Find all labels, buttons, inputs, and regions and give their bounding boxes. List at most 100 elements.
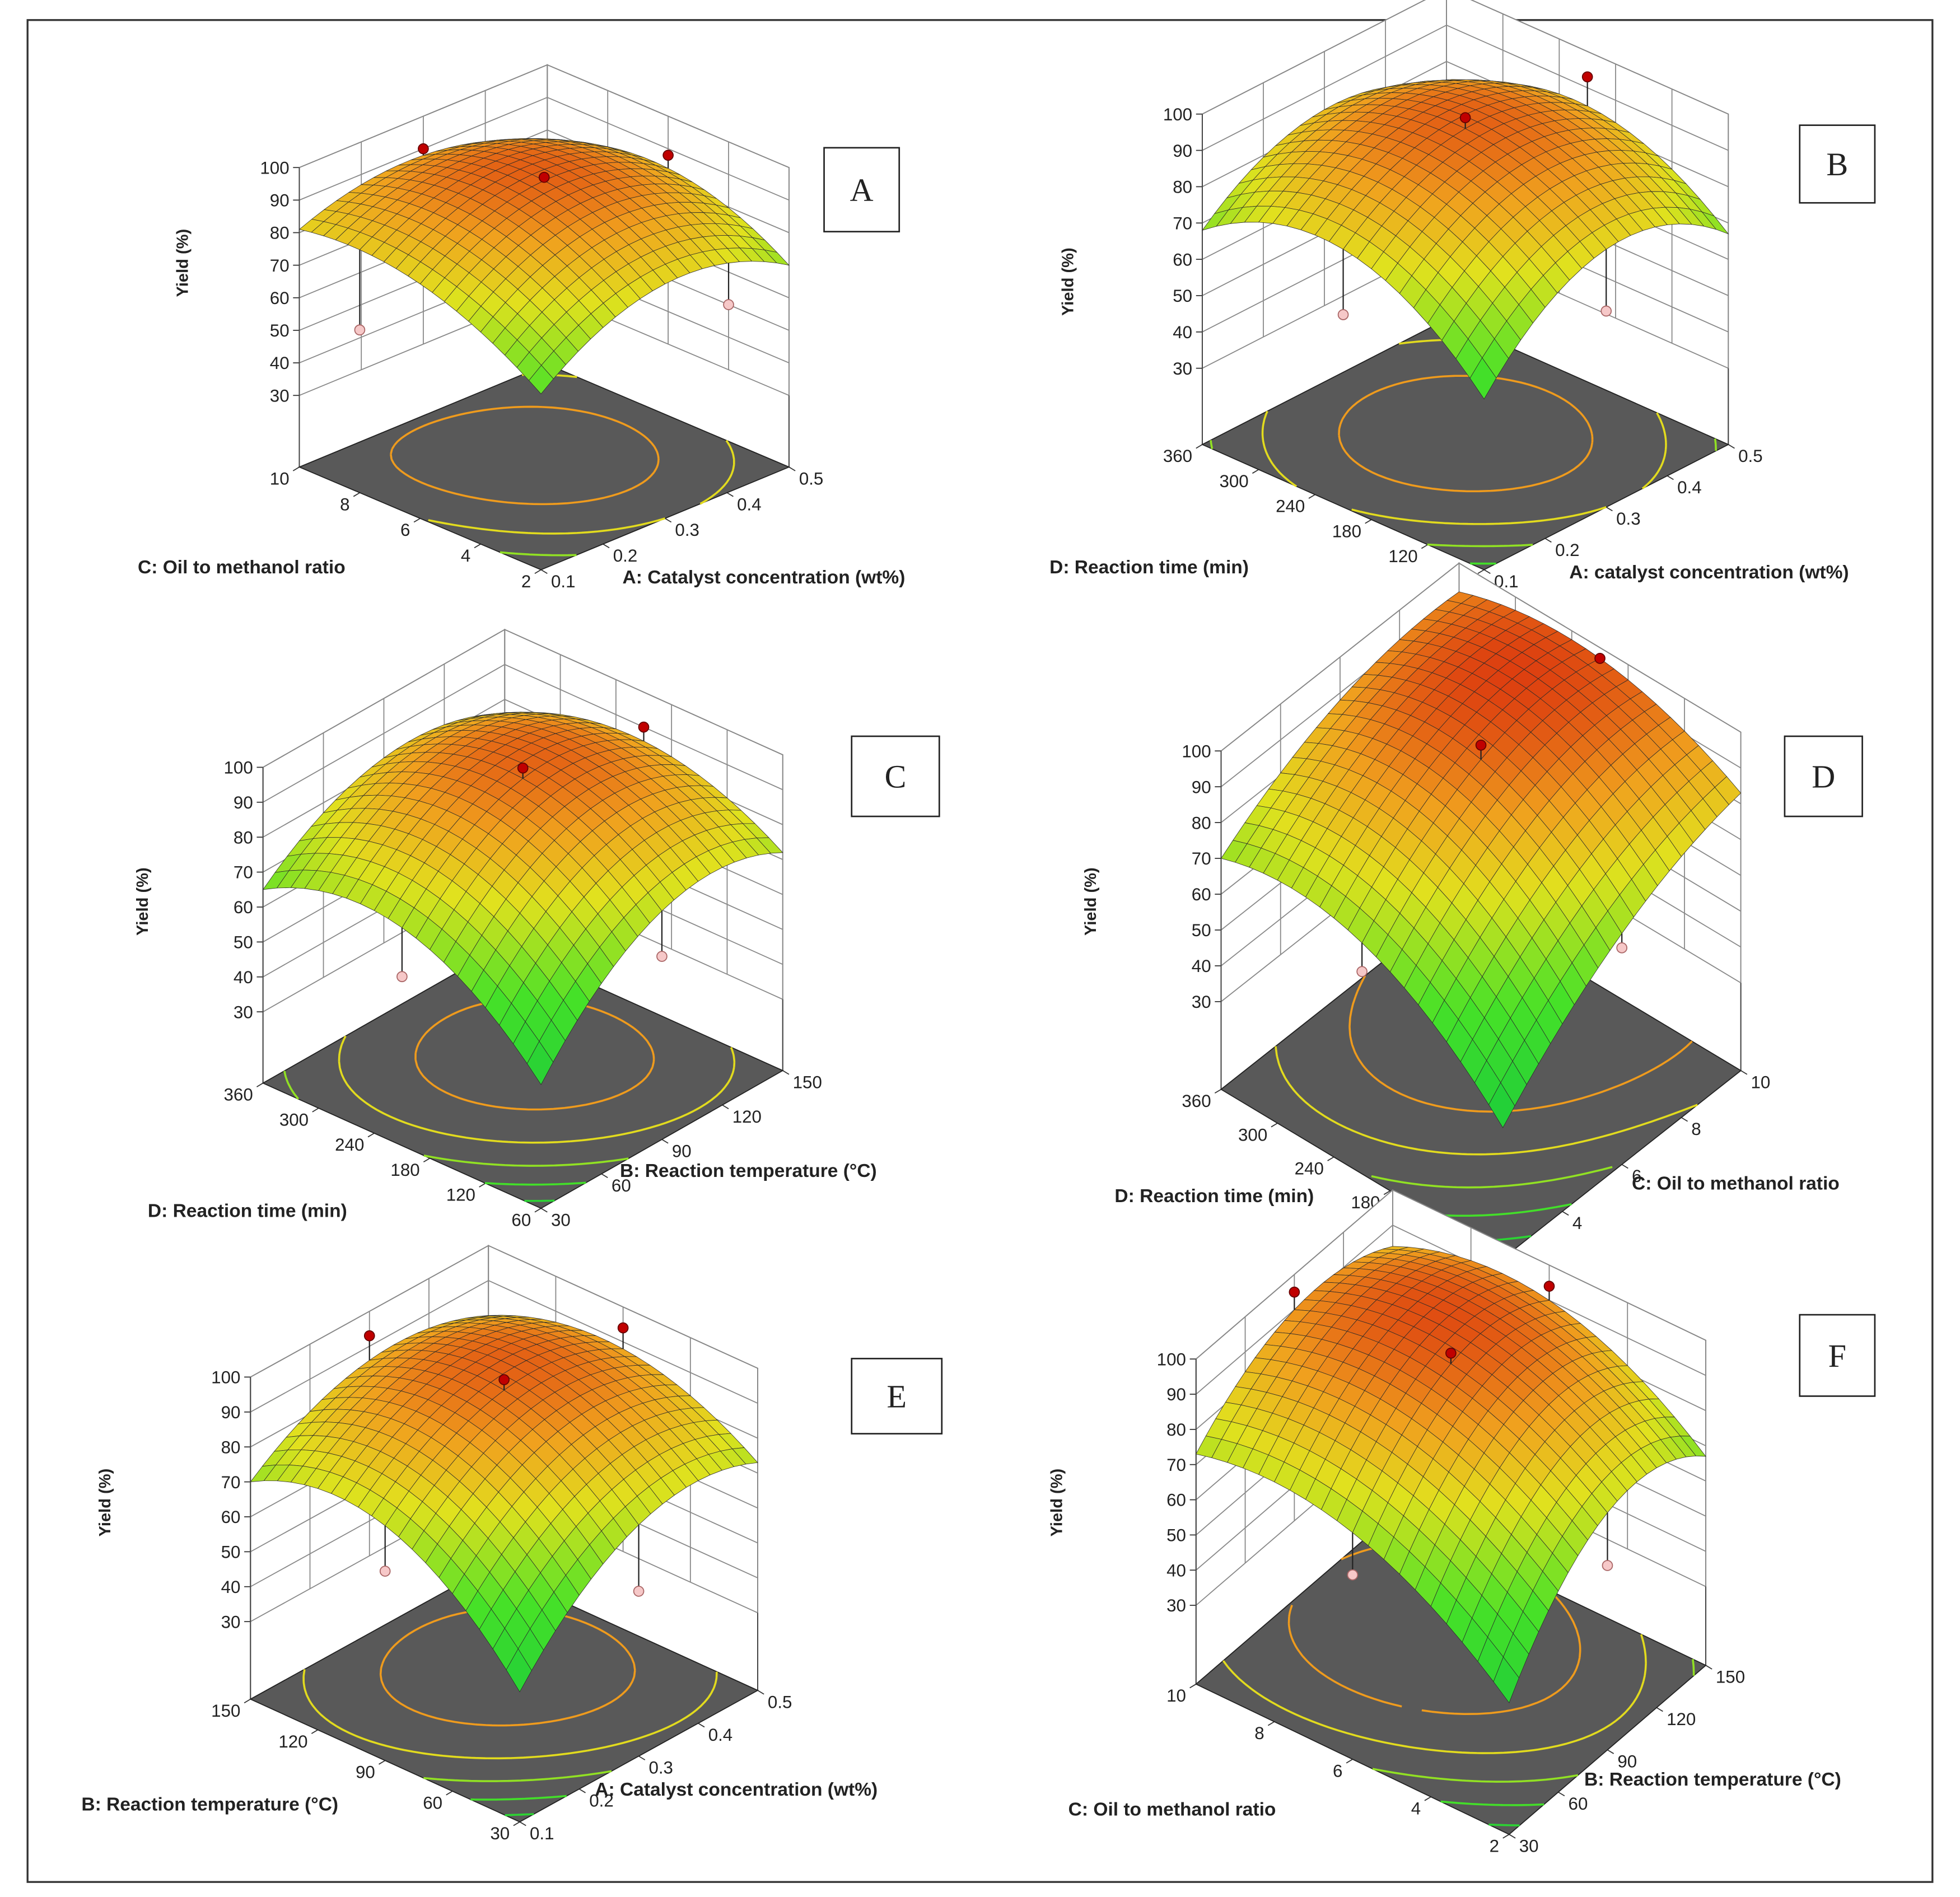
z-axis-label: Yield (%) [96, 1469, 114, 1537]
x-tick-label: 6 [1632, 1166, 1641, 1186]
y-tick-label: 4 [461, 546, 470, 566]
y-tick [1365, 519, 1372, 524]
x-tick [1740, 1070, 1748, 1075]
z-tick-label: 60 [270, 288, 290, 308]
z-tick-label: 60 [1173, 250, 1192, 269]
y-tick-label: 4 [1411, 1798, 1421, 1818]
z-tick-label: 90 [221, 1403, 241, 1422]
surface-cell [1469, 357, 1497, 400]
y-tick-label: 6 [400, 520, 410, 540]
z-axis-label: Yield (%) [134, 867, 152, 936]
z-tick-label: 30 [1166, 1596, 1186, 1615]
x-tick-label: 90 [672, 1141, 692, 1161]
y-tick [1502, 1834, 1510, 1839]
y-tick-label: 180 [390, 1160, 419, 1180]
x-tick [1483, 569, 1491, 574]
z-axis-label: Yield (%) [174, 229, 192, 297]
z-tick-label: 90 [1166, 1385, 1186, 1404]
contour [500, 551, 577, 557]
z-tick-label: 80 [1192, 813, 1211, 833]
z-tick-label: 40 [1192, 956, 1211, 976]
z-tick-label: 50 [234, 933, 253, 952]
x-tick [1681, 1117, 1688, 1122]
y-tick [1308, 494, 1315, 499]
x-tick [578, 1788, 586, 1793]
response-surface [250, 1315, 758, 1693]
y-tick-label: 360 [1163, 446, 1192, 466]
z-tick-label: 60 [1166, 1490, 1186, 1510]
response-surface [1201, 79, 1729, 400]
contour [379, 1607, 636, 1727]
y-tick [367, 1133, 375, 1138]
contour [1261, 338, 1667, 525]
y-tick [474, 543, 481, 549]
z-tick-label: 50 [1166, 1526, 1186, 1545]
contour [1210, 438, 1717, 548]
y-tick [446, 1791, 453, 1796]
x-tick-label: 0.4 [1677, 478, 1702, 497]
x-tick-label: 0.2 [1555, 540, 1580, 560]
z-tick-label: 40 [1173, 323, 1192, 342]
x-tick [726, 492, 734, 497]
y-tick-label: 360 [1182, 1091, 1211, 1111]
contour [338, 957, 736, 1144]
design-point [1289, 1286, 1300, 1298]
contour [1338, 375, 1594, 493]
y-tick [1196, 444, 1203, 449]
x-tick-label: 8 [1691, 1119, 1701, 1139]
panel-letter: B [1826, 146, 1848, 183]
x-tick [698, 1722, 705, 1728]
y-tick [423, 1157, 431, 1163]
design-point [1600, 305, 1612, 317]
surface-cell [526, 1040, 554, 1085]
y-tick-label: 180 [1332, 521, 1361, 541]
x-tick-label: 0.4 [708, 1725, 733, 1745]
x-tick [788, 466, 796, 471]
design-point [363, 1330, 375, 1342]
x-tick-label: 0.5 [799, 469, 824, 488]
panel-box [1784, 735, 1863, 817]
z-axis-label: Yield (%) [1082, 867, 1100, 936]
z-tick-label: 100 [1157, 1349, 1186, 1369]
z-tick-label: 100 [260, 158, 289, 177]
x-tick-label: 0.5 [1738, 446, 1763, 466]
y-tick [1189, 1684, 1197, 1689]
contour [470, 1795, 567, 1801]
z-tick-label: 70 [234, 863, 253, 882]
x-tick [1656, 1707, 1663, 1712]
contour [1371, 1166, 1613, 1189]
z-tick-label: 90 [234, 793, 253, 812]
z-tick-label: 80 [1166, 1420, 1186, 1440]
y-tick-label: 2 [1490, 1836, 1499, 1856]
x-tick [1562, 1211, 1569, 1216]
design-point [1616, 942, 1628, 954]
response-surface [298, 138, 790, 395]
panel-box [851, 735, 940, 817]
z-tick-label: 80 [234, 828, 253, 847]
z-tick-label: 70 [270, 256, 290, 275]
x-tick [519, 1821, 526, 1826]
x-axis-label: B: Reaction temperature (°C) [620, 1161, 877, 1181]
design-point [517, 762, 529, 774]
x-tick-label: 10 [1751, 1072, 1771, 1092]
contour [484, 1181, 586, 1186]
design-point [1337, 309, 1349, 320]
y-axis-label: D: Reaction time (min) [148, 1201, 347, 1222]
x-tick-label: 0.2 [589, 1791, 614, 1810]
contour [1275, 1046, 1698, 1156]
y-axis-label: C: Oil to methanol ratio [138, 557, 346, 578]
z-tick-label: 40 [270, 353, 290, 373]
x-tick [1606, 506, 1613, 512]
z-tick-label: 40 [221, 1577, 241, 1597]
contour [1222, 1634, 1647, 1754]
y-tick-label: 240 [1295, 1159, 1324, 1179]
y-tick [1271, 1123, 1278, 1128]
y-axis-label: C: Oil to methanol ratio [1068, 1800, 1276, 1820]
contour [505, 1813, 534, 1816]
z-tick-label: 80 [1173, 177, 1192, 197]
surface-chart: 3040506070809010024681060120180240300360… [1082, 562, 1863, 1280]
y-tick-label: 90 [356, 1763, 375, 1782]
z-tick-label: 30 [234, 1002, 253, 1022]
y-axis-label: D: Reaction time (min) [1049, 557, 1249, 578]
